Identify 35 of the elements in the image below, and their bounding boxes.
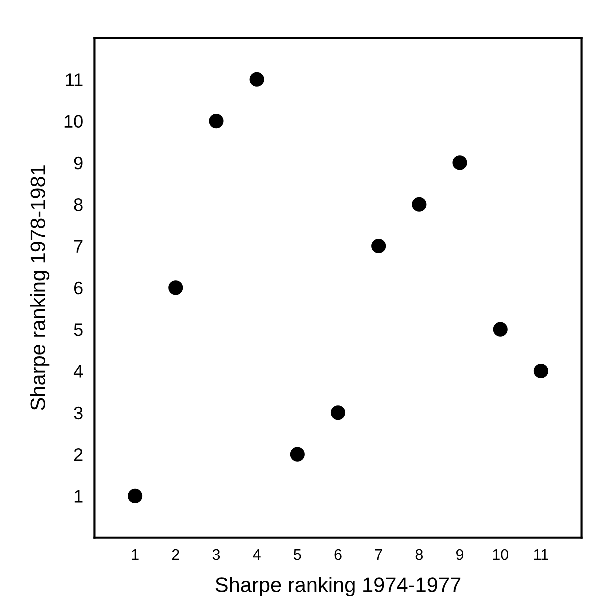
point <box>534 364 548 379</box>
point <box>452 156 468 170</box>
x-tick-label: 10 <box>493 549 509 560</box>
y-tick-label: 4 <box>74 365 84 378</box>
x-tick-label: 1 <box>132 550 139 560</box>
x-axis-title: Sharpe ranking 1974-1977 <box>216 577 461 597</box>
y-tick-label: 5 <box>74 324 83 336</box>
point <box>372 238 386 254</box>
y-tick-label: 6 <box>74 282 83 295</box>
x-tick-label: 7 <box>375 550 382 560</box>
x-tick-label: 3 <box>212 549 220 560</box>
y-tick-label: 11 <box>66 74 83 86</box>
x-tick-label: 5 <box>294 550 302 560</box>
point <box>493 322 508 337</box>
point <box>209 114 224 129</box>
point <box>330 406 346 420</box>
y-axis-title: Sharpe ranking 1978-1981 <box>30 166 50 410</box>
y-tick-label: 10 <box>64 115 83 128</box>
y-tick-label: 7 <box>74 240 83 253</box>
point <box>250 72 264 87</box>
x-tick-label: 11 <box>534 550 548 560</box>
y-tick-label: 3 <box>74 406 83 420</box>
x-tick-label: 4 <box>253 550 261 560</box>
point <box>412 197 427 212</box>
x-tick-label: 9 <box>456 549 464 560</box>
y-tick-label: 1 <box>74 490 83 503</box>
y-tick-label: 9 <box>74 156 83 170</box>
x-tick-label: 6 <box>334 549 342 560</box>
point <box>290 447 305 462</box>
y-tick-label: 8 <box>74 198 83 212</box>
point <box>128 488 143 504</box>
x-tick-label: 2 <box>172 549 180 560</box>
point <box>168 280 184 296</box>
x-tick-label: 8 <box>416 549 424 560</box>
y-tick-label: 2 <box>74 448 83 462</box>
